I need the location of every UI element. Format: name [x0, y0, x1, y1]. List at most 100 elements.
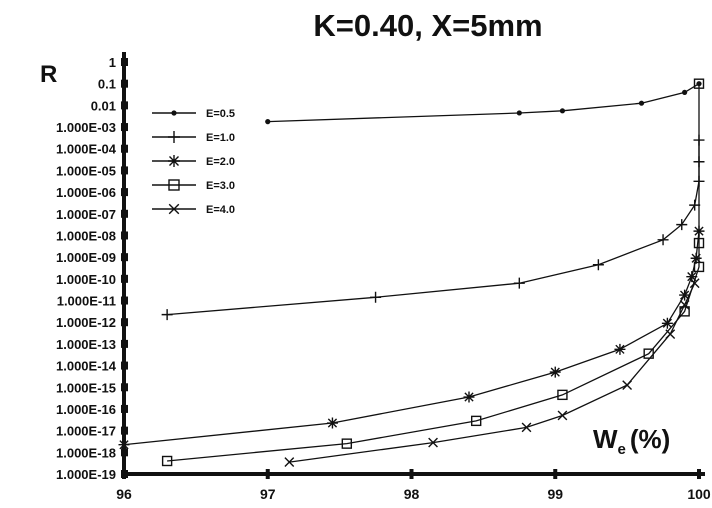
point-e40: [428, 437, 438, 448]
series-line: [167, 83, 700, 462]
point-e20: [549, 366, 561, 378]
legend-label: E=3.0: [206, 180, 235, 192]
point-e30: [693, 237, 705, 249]
point-e30: [693, 78, 705, 89]
y-tick-label: 1.000E-17: [56, 424, 116, 439]
y-tick-mark: [121, 79, 128, 88]
y-tick-mark: [121, 144, 128, 153]
series-line: [289, 282, 696, 463]
y-tick-label: 1.000E-10: [56, 272, 116, 287]
point-e10: [370, 291, 382, 303]
point-e05: [559, 108, 566, 114]
point-e05: [265, 119, 271, 125]
y-tick-mark: [121, 253, 128, 262]
point-e05: [516, 110, 522, 116]
point-e10: [161, 309, 173, 321]
y-tick-mark: [121, 318, 128, 327]
x-tick-mark: [409, 469, 414, 479]
y-tick-mark: [121, 383, 128, 392]
point-e10: [657, 234, 669, 246]
y-ticks: 1 0.1 0.01 1.000E-03 1.000E-04 1.000E-05 1.000…: [56, 55, 128, 482]
point-e05: [682, 89, 688, 95]
y-tick-mark: [121, 404, 128, 413]
point-e10: [676, 219, 688, 231]
point-e40: [521, 422, 532, 433]
y-tick-label: 1.000E-08: [56, 228, 116, 243]
series-E05: [265, 81, 702, 125]
y-tick-label: 1.000E-06: [56, 185, 116, 200]
y-tick-mark: [121, 448, 128, 457]
y-tick-mark: [121, 231, 128, 240]
point-e10: [592, 259, 604, 271]
y-tick-label: 1.000E-07: [56, 207, 116, 222]
x-tick-label: 98: [404, 486, 420, 502]
point-e20: [661, 317, 673, 329]
series-layer: [118, 78, 705, 467]
series-E10: [161, 134, 705, 321]
y-axis-label: R: [40, 61, 57, 88]
point-e40: [689, 278, 700, 289]
y-tick-mark: [121, 296, 128, 305]
point-e30: [161, 455, 173, 467]
point-e30: [168, 179, 180, 191]
point-e40: [168, 203, 180, 215]
point-e20: [326, 417, 338, 429]
x-axis-label-unit: (%): [630, 424, 670, 454]
point-e20: [118, 439, 130, 451]
point-e40: [622, 380, 633, 390]
x-axis-label-sub: e: [618, 441, 626, 458]
x-ticks: 96 97 98 99 100: [116, 469, 711, 502]
x-tick-mark: [122, 469, 126, 479]
legend-label: E=1.0: [206, 132, 235, 144]
y-tick-mark: [121, 188, 128, 197]
point-e30: [693, 261, 705, 273]
series-line: [123, 231, 700, 446]
point-e20: [168, 155, 180, 167]
point-e30: [679, 306, 690, 317]
y-tick-label: 1.000E-14: [56, 359, 117, 374]
y-tick-label: 0.01: [91, 98, 116, 113]
chart-title: K=0.40, X=5mm: [313, 8, 542, 43]
x-tick-mark: [697, 469, 701, 479]
y-tick-mark: [121, 209, 128, 218]
y-tick-label: 1.000E-19: [56, 467, 116, 482]
y-tick-mark: [121, 274, 128, 283]
y-tick-label: 1.000E-03: [56, 120, 116, 135]
x-tick-label: 99: [547, 486, 563, 502]
series-line: [167, 140, 700, 316]
y-tick-mark: [121, 101, 128, 110]
legend: E=0.5 E=1.0 E=2.0 E=3.0 E=4.0: [152, 108, 235, 216]
y-tick-mark: [121, 339, 128, 348]
y-tick-label: 1: [109, 55, 116, 70]
y-tick-label: 1.000E-12: [56, 315, 116, 330]
legend-label: E=2.0: [206, 156, 235, 168]
point-e30: [341, 438, 353, 449]
point-e20: [679, 289, 691, 301]
point-e20: [686, 271, 698, 283]
point-e05: [638, 100, 645, 106]
point-e20: [463, 391, 475, 403]
point-e40: [557, 410, 568, 421]
x-tick-label: 96: [116, 486, 132, 502]
point-e20: [690, 252, 702, 264]
point-e10: [513, 277, 525, 289]
y-tick-mark: [121, 58, 128, 66]
point-e05: [171, 110, 177, 116]
y-tick-label: 1.000E-11: [57, 294, 116, 309]
y-tick-mark: [121, 123, 128, 132]
legend-label: E=0.5: [206, 108, 235, 120]
y-tick-label: 0.1: [98, 77, 116, 92]
point-e40: [665, 329, 676, 340]
point-e30: [557, 389, 568, 401]
y-tick-label: 1.000E-15: [56, 380, 116, 395]
y-tick-label: 1.000E-16: [56, 402, 116, 417]
point-e20: [614, 343, 626, 355]
series-E20: [118, 225, 705, 451]
point-e40: [679, 299, 690, 310]
y-tick-label: 1.000E-09: [56, 250, 116, 265]
point-e10: [168, 131, 180, 143]
y-tick-mark: [121, 426, 128, 435]
y-tick-label: 1.000E-13: [56, 337, 116, 352]
legend-label: E=4.0: [206, 204, 235, 216]
x-tick-label: 100: [687, 486, 711, 502]
